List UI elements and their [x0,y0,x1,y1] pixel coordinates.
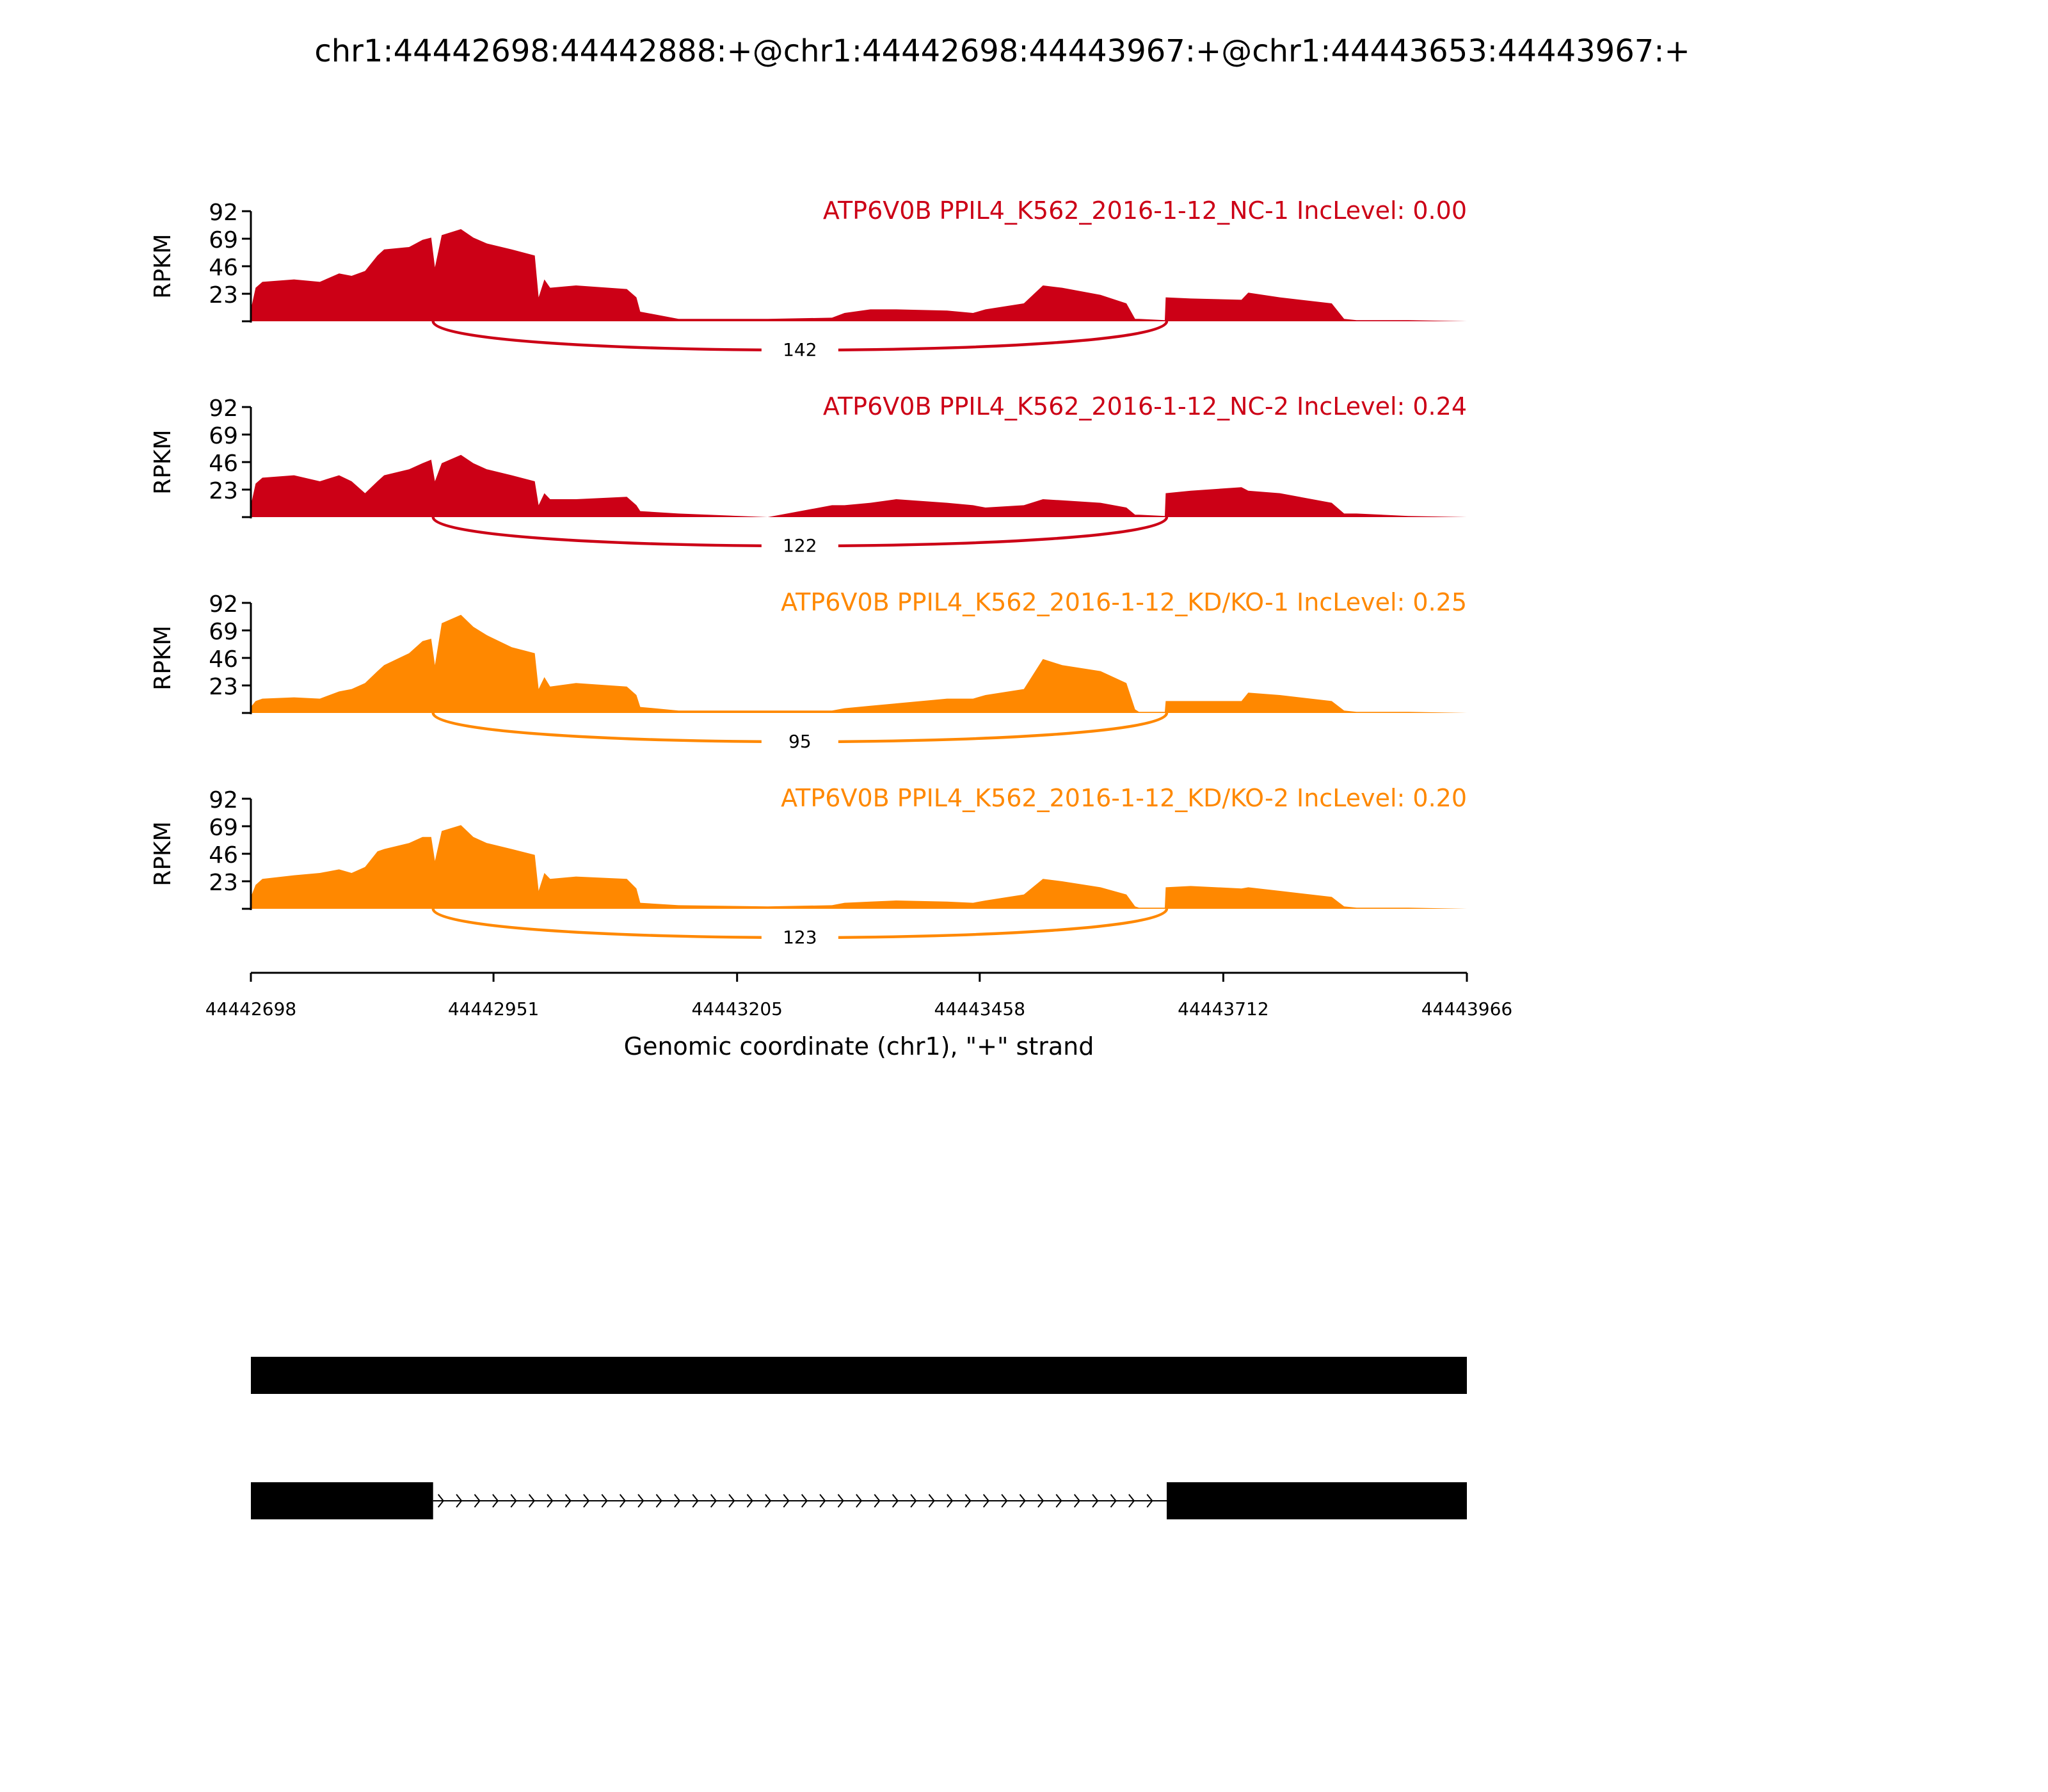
track-title: ATP6V0B PPIL4_K562_2016-1-12_KD/KO-2 Inc… [781,784,1467,812]
strand-arrow-icon [1001,1494,1008,1508]
coverage-area [251,454,1467,517]
y-tick-label: 92 [209,591,238,618]
y-tick-label: 92 [209,396,238,422]
y-axis-label: RPKM [150,625,176,690]
x-tick-label: 44443712 [1178,998,1269,1020]
y-tick-label: 69 [209,619,238,645]
strand-arrow-icon [874,1494,881,1508]
x-tick-label: 44443205 [691,998,783,1020]
strand-arrow-icon [819,1494,826,1508]
junction-count: 142 [783,339,817,360]
strand-arrow-icon [564,1494,572,1508]
junction-count: 123 [783,927,817,948]
strand-arrow-icon [928,1494,935,1508]
strand-arrow-icon [1110,1494,1117,1508]
strand-arrow-icon [601,1494,608,1508]
strand-arrow-icon [856,1494,863,1508]
strand-arrow-icon [837,1494,844,1508]
y-tick-label: 92 [209,787,238,813]
strand-arrow-icon [1092,1494,1099,1508]
transcript-2 [251,1482,1467,1519]
junction-count: 95 [788,731,812,752]
strand-arrow-icon [528,1494,535,1508]
y-tick-label: 46 [209,646,238,673]
strand-arrow-icon [910,1494,917,1508]
track-title: ATP6V0B PPIL4_K562_2016-1-12_NC-1 IncLev… [823,196,1467,225]
exon [1166,1482,1467,1519]
strand-arrow-icon [1055,1494,1062,1508]
strand-arrow-icon [947,1494,954,1508]
strand-arrow-icon [1073,1494,1080,1508]
strand-arrow-icon [655,1494,662,1508]
coverage-area [251,614,1467,713]
x-tick-label: 44442698 [205,998,297,1020]
strand-arrow-icon [619,1494,626,1508]
strand-arrow-icon [583,1494,590,1508]
y-axis-label: RPKM [150,821,176,886]
strand-arrow-icon [492,1494,499,1508]
strand-arrow-icon [474,1494,481,1508]
x-tick-label: 44443966 [1421,998,1513,1020]
gene-models [251,1357,1467,1519]
y-tick-label: 23 [209,282,238,308]
y-tick-label: 23 [209,870,238,896]
exon [251,1482,433,1519]
y-tick-label: 92 [209,200,238,226]
y-tick-label: 69 [209,815,238,841]
y-tick-label: 46 [209,255,238,281]
strand-arrow-icon [692,1494,699,1508]
strand-arrow-icon [1146,1494,1153,1508]
strand-arrow-icon [674,1494,681,1508]
strand-arrow-icon [964,1494,972,1508]
x-axis-label: Genomic coordinate (chr1), "+" strand [624,1032,1094,1060]
strand-arrow-icon [637,1494,644,1508]
y-tick-label: 23 [209,674,238,700]
strand-arrow-icon [892,1494,899,1508]
track-title: ATP6V0B PPIL4_K562_2016-1-12_NC-2 IncLev… [823,392,1467,420]
strand-arrow-icon [765,1494,772,1508]
y-axis-label: RPKM [150,429,176,494]
exon [251,1357,1467,1394]
strand-arrow-icon [1019,1494,1026,1508]
x-axis: 44442698 44442951 44443205 44443458 44443712… [205,972,1513,1020]
y-tick-label: 46 [209,842,238,868]
junction-count: 122 [783,535,817,556]
strand-arrow-icon [547,1494,554,1508]
chart-title: chr1:44442698:44442888:+@chr1:44442698:4… [314,33,1690,69]
track-title: ATP6V0B PPIL4_K562_2016-1-12_KD/KO-1 Inc… [781,588,1467,616]
strand-arrow-icon [982,1494,989,1508]
strand-arrow-icon [783,1494,790,1508]
y-tick-label: 46 [209,451,238,477]
y-tick-label: 69 [209,423,238,449]
transcript-1 [251,1357,1467,1394]
y-tick-label: 23 [209,478,238,504]
strand-arrow-icon [456,1494,463,1508]
strand-arrow-icon [710,1494,717,1508]
strand-arrow-icon [728,1494,735,1508]
strand-arrow-icon [510,1494,517,1508]
y-axis-label: RPKM [150,234,176,298]
coverage-area [251,825,1467,909]
strand-arrow-icon [437,1494,444,1508]
coverage-area [251,229,1467,321]
strand-arrow-icon [801,1494,808,1508]
strand-arrow-icon [746,1494,753,1508]
x-tick-label: 44442951 [448,998,540,1020]
strand-arrow-icon [1037,1494,1044,1508]
x-tick-label: 44443458 [934,998,1026,1020]
y-tick-label: 69 [209,227,238,253]
strand-arrow-icon [1128,1494,1135,1508]
